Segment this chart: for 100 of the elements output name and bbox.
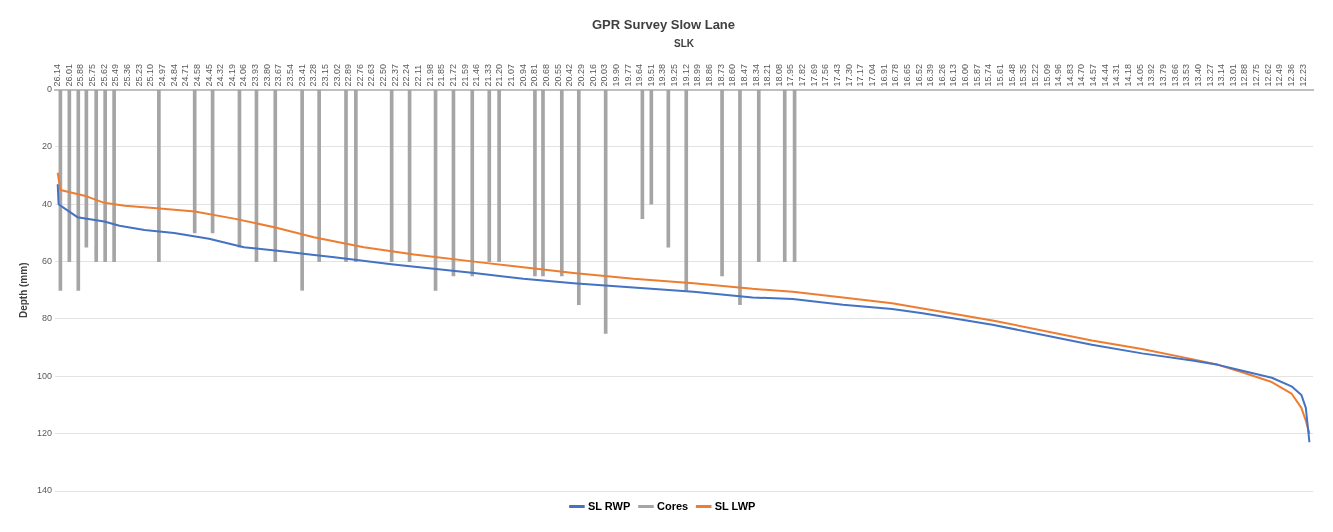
x-tick-label: 21.33	[482, 64, 493, 87]
x-tick-label: 22.37	[389, 64, 400, 87]
x-tick-label: 24.97	[156, 64, 167, 87]
y-tick-label: 20	[42, 141, 53, 152]
x-tick-label: 18.73	[715, 64, 726, 87]
x-tick-label: 12.49	[1274, 64, 1285, 87]
x-tick-label: 23.80	[261, 64, 272, 87]
x-tick-label: 15.09	[1041, 64, 1052, 87]
y-tick-label: 120	[36, 428, 53, 439]
x-tick-label: 18.21	[762, 64, 773, 87]
x-tick-label: 24.58	[191, 64, 202, 87]
legend-label: SL LWP	[714, 499, 756, 512]
x-tick-label: 12.75	[1251, 64, 1262, 87]
x-tick-label: 17.56	[820, 64, 831, 87]
x-tick-label: 20.42	[564, 64, 575, 87]
x-tick-label: 22.63	[366, 64, 377, 87]
x-tick-label: 19.12	[680, 64, 691, 87]
x-tick-label: 16.39	[925, 64, 936, 87]
x-tick-label: 14.70	[1076, 64, 1087, 87]
x-tick-label: 23.41	[296, 64, 307, 87]
x-tick-label: 13.53	[1181, 64, 1192, 87]
bar	[300, 89, 304, 291]
x-tick-label: 22.50	[378, 64, 389, 87]
bar	[273, 89, 278, 262]
y-tick-label: 60	[42, 256, 53, 267]
x-tick-label: 15.35	[1018, 64, 1029, 87]
x-tick-label: 15.61	[995, 64, 1005, 87]
legend-label: Cores	[656, 499, 689, 512]
x-tick-label: 16.91	[878, 64, 889, 87]
x-tick-label: 15.74	[983, 64, 994, 87]
x-tick-label: 13.92	[1146, 64, 1157, 87]
bar	[497, 89, 501, 262]
bar	[112, 89, 116, 262]
x-tick-label: 21.59	[459, 64, 470, 87]
x-tick-label: 23.67	[273, 64, 284, 87]
x-tick-label: 21.98	[424, 64, 435, 87]
bar	[317, 89, 321, 262]
x-tick-label: 24.19	[226, 64, 237, 87]
x-tick-label: 17.04	[866, 64, 877, 87]
x-tick-label: 22.89	[343, 64, 354, 87]
x-tick-label: 14.44	[1099, 64, 1110, 87]
x-tick-label: 12.36	[1286, 64, 1296, 87]
x-tick-label: 19.51	[645, 64, 656, 87]
x-tick-label: 18.60	[727, 64, 738, 87]
y-tick-label: 80	[42, 313, 53, 324]
x-tick-label: 19.25	[669, 64, 680, 87]
x-tick-label: 21.72	[447, 64, 458, 87]
x-tick-label: 23.54	[284, 64, 295, 87]
x-tick-label: 16.78	[890, 64, 901, 87]
x-tick-label: 24.32	[215, 64, 226, 87]
bar	[559, 89, 564, 277]
x-tick-label: 21.46	[471, 64, 482, 87]
x-tick-label: 21.20	[494, 64, 505, 87]
bar	[94, 89, 99, 262]
x-tick-label: 21.85	[436, 64, 447, 87]
chart-title: GPR Survey Slow Lane	[591, 17, 736, 33]
x-tick-label: 21.07	[506, 64, 517, 87]
bar	[103, 89, 107, 262]
x-tick-label: 13.79	[1157, 64, 1168, 87]
bar	[576, 89, 581, 305]
x-tick-label: 24.71	[180, 64, 191, 87]
x-tick-label: 12.23	[1297, 64, 1308, 87]
bar	[157, 89, 161, 262]
bar	[533, 89, 537, 277]
bar	[541, 89, 545, 277]
x-tick-label: 16.13	[948, 64, 959, 87]
x-tick-label: 20.29	[575, 64, 586, 87]
x-tick-label: 18.86	[704, 64, 715, 87]
x-tick-label: 14.57	[1088, 64, 1099, 87]
x-tick-label: 13.01	[1227, 64, 1238, 87]
x-tick-label: 20.03	[599, 64, 610, 87]
x-tick-label: 25.10	[145, 64, 156, 87]
x-tick-label: 25.88	[75, 64, 86, 87]
x-tick-label: 12.88	[1239, 64, 1250, 87]
x-tick-label: 23.02	[331, 64, 342, 87]
bar	[487, 89, 492, 262]
x-tick-label: 17.95	[785, 64, 796, 87]
x-tick-label: 20.16	[587, 64, 598, 87]
x-tick-label: 23.28	[308, 64, 319, 87]
x-tick-label: 16.65	[901, 64, 912, 87]
bar	[738, 89, 742, 305]
x-tick-label: 18.99	[692, 64, 703, 87]
x-tick-label: 25.75	[87, 64, 98, 87]
x-axis-title: SLK	[674, 38, 695, 50]
y-tick-label: 0	[47, 84, 53, 95]
x-tick-label: 18.47	[738, 64, 749, 87]
x-tick-label: 22.76	[354, 64, 365, 87]
bar	[76, 89, 81, 291]
x-tick-label: 22.24	[401, 64, 412, 87]
x-tick-label: 20.94	[517, 64, 528, 87]
bar	[192, 89, 197, 234]
x-tick-label: 18.34	[750, 64, 761, 87]
x-tick-label: 15.48	[1006, 64, 1017, 87]
x-tick-label: 16.52	[913, 64, 924, 87]
x-tick-label: 15.22	[1029, 64, 1040, 87]
x-tick-label: 20.55	[552, 64, 563, 87]
x-tick-label: 20.81	[529, 64, 540, 87]
x-tick-label: 19.90	[610, 64, 621, 87]
x-tick-label: 13.27	[1204, 64, 1215, 87]
bar	[720, 89, 724, 277]
